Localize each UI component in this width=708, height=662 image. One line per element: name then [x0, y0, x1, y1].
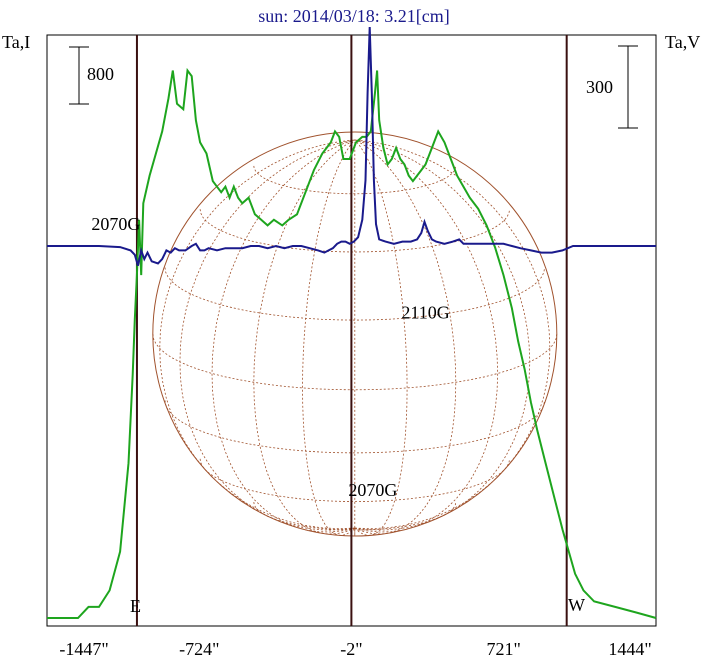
longitude-line	[159, 139, 355, 530]
right-axis-label: Ta,V	[665, 32, 700, 52]
x-tick-label: -2"	[340, 639, 362, 659]
right-scale-bar-label: 300	[586, 77, 613, 97]
series-layer	[47, 26, 657, 619]
longitude-line	[179, 139, 355, 531]
left-axis-label: Ta,I	[2, 32, 30, 52]
annotation-label: 2070G	[91, 214, 140, 234]
annotation-label: 2070G	[348, 480, 397, 500]
longitude-line	[253, 139, 355, 535]
annotations: 2070G 2110G 2070G	[91, 214, 449, 500]
longitude-line	[302, 139, 356, 536]
longitude-line	[354, 139, 531, 531]
longitude-line	[211, 139, 355, 533]
series-line-0	[47, 67, 657, 619]
left-scale-bar	[69, 46, 89, 105]
east-limb-label: E	[130, 596, 141, 616]
left-scale-bar-label: 800	[87, 64, 114, 84]
vertical-markers	[135, 35, 568, 626]
series-line-1	[47, 26, 656, 266]
longitude-line	[354, 139, 457, 535]
x-tick-label: 1444"	[608, 639, 651, 659]
chart-title: sun: 2014/03/18: 3.21[cm]	[258, 6, 450, 26]
latitude-line	[164, 400, 545, 454]
right-scale-bar	[618, 45, 638, 129]
west-limb-label: W	[568, 595, 585, 615]
longitude-line	[354, 139, 551, 530]
annotation-label: 2110G	[401, 303, 449, 323]
x-tick-labels: -1447" -724" -2" 721" 1444"	[59, 639, 651, 659]
longitude-line	[354, 139, 499, 533]
longitude-line	[354, 139, 408, 536]
x-tick-label: -1447"	[59, 639, 108, 659]
x-tick-label: 721"	[487, 639, 521, 659]
solar-disk-grid	[152, 131, 558, 537]
x-tick-label: -724"	[179, 639, 219, 659]
